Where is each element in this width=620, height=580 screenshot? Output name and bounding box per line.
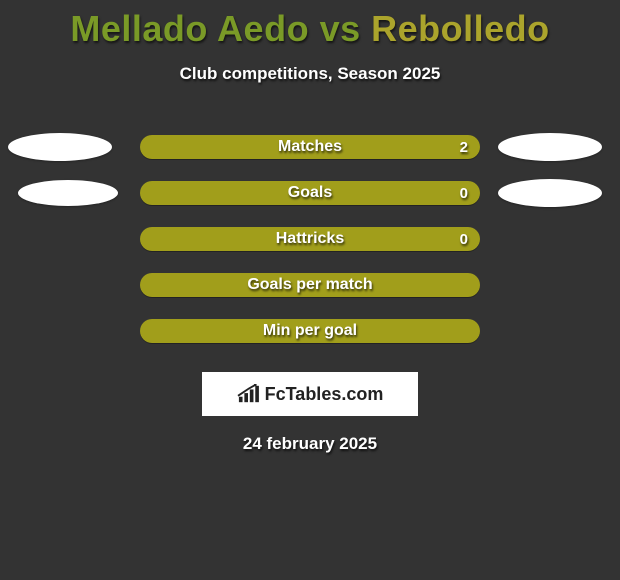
title-player1: Mellado Aedo bbox=[70, 8, 309, 49]
stat-label: Goals bbox=[288, 184, 332, 202]
stat-bar: Goals 0 bbox=[140, 181, 480, 205]
bar-chart-icon bbox=[237, 384, 259, 404]
branding-text: FcTables.com bbox=[265, 384, 384, 405]
stat-bar: Matches 2 bbox=[140, 135, 480, 159]
stat-label: Min per goal bbox=[263, 322, 357, 340]
page-title: Mellado Aedo vs Rebolledo bbox=[0, 0, 620, 50]
stat-bar: Goals per match bbox=[140, 273, 480, 297]
title-vs: vs bbox=[309, 8, 371, 49]
right-marker-ellipse bbox=[498, 133, 602, 161]
stat-label: Hattricks bbox=[276, 230, 344, 248]
left-marker-ellipse bbox=[18, 180, 118, 206]
stat-row: Hattricks 0 bbox=[0, 216, 620, 262]
stat-row: Goals 0 bbox=[0, 170, 620, 216]
branding-badge: FcTables.com bbox=[202, 372, 418, 416]
stat-label: Goals per match bbox=[247, 276, 372, 294]
stat-row: Goals per match bbox=[0, 262, 620, 308]
stat-value: 2 bbox=[460, 139, 468, 156]
stat-value: 0 bbox=[460, 185, 468, 202]
right-marker-ellipse bbox=[498, 179, 602, 207]
title-player2: Rebolledo bbox=[371, 8, 550, 49]
stat-row: Min per goal bbox=[0, 308, 620, 354]
comparison-chart: Matches 2 Goals 0 Hattricks 0 Goals per match M… bbox=[0, 124, 620, 354]
date-label: 24 february 2025 bbox=[0, 434, 620, 454]
stat-bar: Hattricks 0 bbox=[140, 227, 480, 251]
left-marker-ellipse bbox=[8, 133, 112, 161]
stat-label: Matches bbox=[278, 138, 342, 156]
stat-bar: Min per goal bbox=[140, 319, 480, 343]
stat-row: Matches 2 bbox=[0, 124, 620, 170]
subtitle: Club competitions, Season 2025 bbox=[0, 64, 620, 84]
stat-value: 0 bbox=[460, 231, 468, 248]
